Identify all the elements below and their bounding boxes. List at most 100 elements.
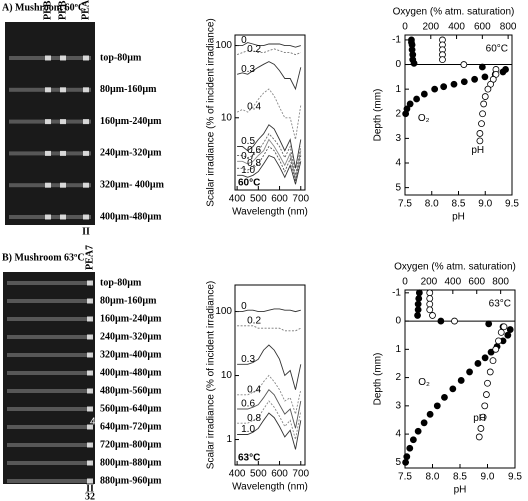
data-point [413,95,421,103]
x2-tick-label: 0 [402,277,408,288]
gel-lane-band [60,119,66,125]
series-label: 0.2 [247,44,261,55]
gel-lane-band [83,150,89,156]
gel-band [7,407,91,411]
spectrum-line [236,48,301,56]
annotation: 60°C [238,178,260,189]
spectrum-line [237,308,301,313]
y-tick-label: -1 [392,35,401,46]
series-label: O₂ [418,113,430,124]
x-tick-label: 600 [271,194,288,205]
gel-footer: II [82,226,90,237]
y-tick-label: 4 [395,429,401,440]
gel-lane-band [60,214,66,220]
x2-tick-label: 200 [422,22,439,33]
lane-label: PEA1 [80,0,91,20]
x2-tick-label: 800 [492,277,509,288]
gel-footer: 32 [85,491,95,501]
y-tick-label: 2 [395,108,401,119]
x2-tick-label: 600 [474,22,491,33]
x-tick-label: 700 [292,194,309,205]
data-point [492,345,500,353]
spectrum-line [237,124,302,169]
data-point [415,295,423,302]
x2-tick-label: 800 [500,22,517,33]
data-point [466,368,473,376]
gel-lane-band [60,87,66,93]
y-tick-label: 5 [395,182,401,193]
spectrum-line [237,400,302,440]
gel-lane-band [60,55,66,61]
lane-label: PEB'7 [42,0,53,20]
gel-lane-band [87,406,93,412]
x-axis-label: Wavelength (nm) [232,207,308,218]
data-point [414,427,422,435]
x-axis-label: pH [454,485,467,496]
spectrum-line [237,42,301,48]
data-point [406,100,414,108]
data-point [426,410,434,418]
series-label: 0 [241,301,247,312]
data-point [426,306,434,314]
gel-marker: 11 [98,376,109,387]
lane-label: PEB'9 [57,0,68,20]
spectrum-line [236,61,302,91]
gel-lane-band [60,150,66,156]
gel-lane-band [60,182,66,188]
data-point [441,393,448,401]
data-point [495,337,502,345]
row-label: 400µm-480µm [100,211,162,222]
series-label: 0.2 [247,315,261,326]
row-label: 480µm-560µm [100,385,162,396]
y-tick-label: 1 [395,84,401,95]
gel-lane-band [45,150,51,156]
gel-lane-band [87,334,93,340]
spectrum-line [237,145,302,182]
x-tick-label: 500 [250,469,267,480]
data-point [476,137,484,145]
data-point [474,360,482,367]
panel-title: A) Mushroom 60ºC [2,2,85,13]
data-point [415,289,423,297]
gel-lane-band [83,55,89,61]
data-point [481,354,489,362]
row-label: 80µm-160µm [100,295,157,306]
x-tick-label: 9.0 [481,472,495,483]
series-label: 0.3 [241,64,255,75]
row-label: top-80µm [100,277,142,288]
series-label: pH [473,413,486,424]
y-tick-label: 2 [395,372,401,383]
row-label: 400µm-480µm [100,367,162,378]
gel-lane-band [87,442,93,448]
x-tick-label: 8.0 [426,472,440,483]
data-point [426,295,434,302]
data-point [449,385,457,393]
gel-lane-band [87,280,93,286]
gel-lane-band [87,478,93,484]
gel-lane-band [45,119,51,125]
row-label: 240µm-320µm [100,331,162,342]
spectrum-line [237,325,301,332]
series-label: 0.7 [241,151,255,162]
y-tick-label: 100 [215,40,232,51]
series-label: 1.0 [241,424,255,435]
x2-tick-label: 0 [402,22,408,33]
gel-band [7,461,91,465]
gel-band [7,371,91,375]
data-point [479,413,487,421]
x-axis-label: pH [452,212,465,223]
y-tick-label: 100 [215,306,232,317]
spectrum-line [237,374,302,416]
series-label: 1.0 [241,165,255,176]
y-tick-label: 1 [226,434,232,445]
gel-lane-band [87,316,93,322]
gel-band [7,317,91,321]
x-tick-label: 7.5 [398,472,412,483]
x-tick-label: 9.5 [505,199,519,210]
gel-band [7,389,91,393]
gel-band [7,353,91,357]
data-point [478,120,485,128]
lane-label: PEA7 [84,245,95,270]
x-tick-label: 9.5 [508,472,522,483]
series-label: O₂ [418,377,430,388]
